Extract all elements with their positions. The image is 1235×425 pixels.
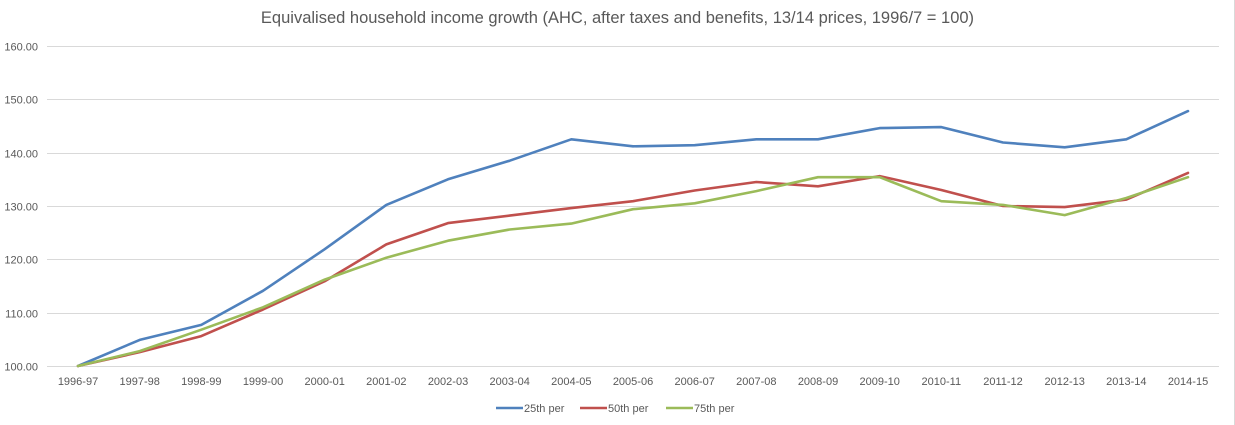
x-tick-label: 1996-97: [58, 376, 98, 388]
y-tick-label: 110.00: [5, 309, 38, 321]
x-tick-label: 2010-11: [922, 376, 962, 388]
x-tick-label: 2007-08: [736, 376, 776, 388]
y-tick-label: 120.00: [4, 255, 38, 267]
y-tick-label: 130.00: [4, 202, 38, 214]
x-tick-label: 2006-07: [674, 376, 714, 388]
x-tick-label: 2008-09: [798, 376, 838, 388]
x-tick-label: 2011-12: [983, 376, 1023, 388]
x-tick-label: 2014-15: [1168, 376, 1208, 388]
legend: 25th per 50th per 75th per: [496, 403, 735, 415]
legend-label: 75th per: [694, 403, 735, 415]
y-tick-label: 160.00: [4, 42, 38, 54]
x-tick-label: 2005-06: [613, 376, 653, 388]
chart-title: Equivalised household income growth (AHC…: [260, 9, 975, 27]
x-tick-label: 1998-99: [181, 376, 221, 388]
x-tick-label: 2013-14: [1106, 376, 1146, 388]
x-tick-label: 2002-03: [428, 376, 468, 388]
x-tick-label: 2001-02: [366, 376, 406, 388]
legend-label: 25th per: [524, 403, 565, 415]
x-tick-label: 1999-00: [243, 376, 283, 388]
x-tick-label: 2003-04: [489, 376, 529, 388]
y-tick-label: 150.00: [4, 95, 38, 107]
y-tick-label: 140.00: [4, 149, 38, 161]
y-axis-ticks: 100.00 110.00 120.00 130.00 140.00 150.00 160.…: [4, 42, 38, 374]
series-line-50th-per: [76, 171, 1190, 368]
y-tick-label: 100.00: [4, 362, 38, 374]
series-lines: [76, 109, 1190, 368]
legend-item: 50th per: [580, 403, 649, 415]
x-axis-ticks: 1996-97 1997-98 1998-99 1999-00 2000-01 2001-…: [58, 376, 1208, 388]
legend-item: 25th per: [496, 403, 565, 415]
series-line-25th-per: [76, 109, 1190, 368]
x-tick-label: 2009-10: [859, 376, 899, 388]
x-tick-label: 2004-05: [551, 376, 591, 388]
legend-label: 50th per: [608, 403, 649, 415]
x-tick-label: 2000-01: [304, 376, 344, 388]
x-tick-label: 1997-98: [119, 376, 159, 388]
x-tick-label: 2012-13: [1044, 376, 1084, 388]
legend-item: 75th per: [666, 403, 735, 415]
